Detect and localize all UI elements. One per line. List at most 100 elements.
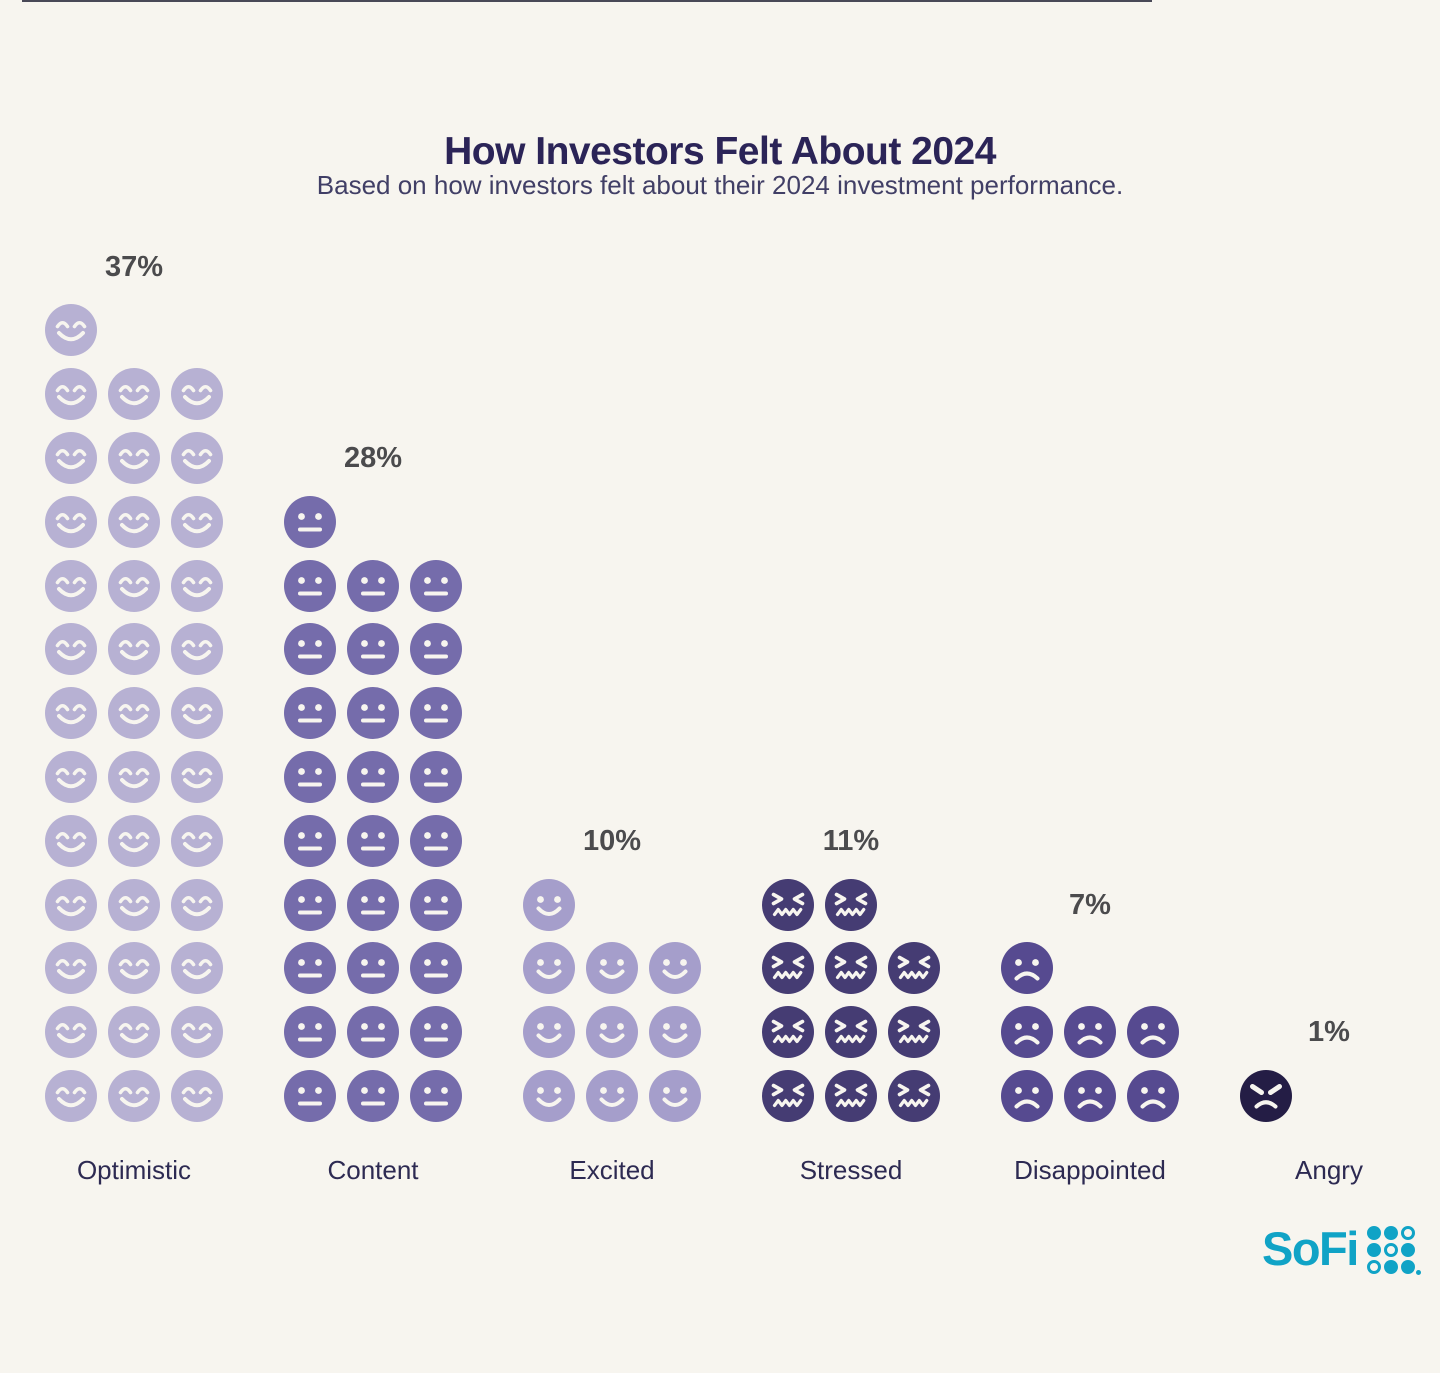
smiling-eyes-face-icon — [45, 814, 97, 867]
neutral-face-icon — [410, 623, 462, 676]
smiling-eyes-face-icon — [171, 432, 223, 484]
neutral-face-icon — [284, 1006, 336, 1059]
smiling-eyes-face-icon — [108, 368, 160, 421]
smiling-eyes-face-icon — [171, 814, 223, 867]
smiling-eyes-face-icon — [45, 495, 97, 548]
smiling-eyes-face-icon — [171, 942, 223, 995]
category-label-excited: Excited — [569, 1155, 655, 1185]
frowning-face-icon — [1001, 1006, 1053, 1059]
page-subtitle: Based on how investors felt about their … — [316, 170, 1124, 200]
frowning-face-icon — [1064, 1006, 1116, 1059]
frowning-face-icon — [1127, 1070, 1179, 1122]
category-label-optimistic: Optimistic — [76, 1155, 192, 1185]
smiling-eyes-face-icon — [108, 1006, 160, 1059]
smiling-eyes-face-icon — [108, 495, 160, 548]
neutral-face-icon — [284, 495, 336, 548]
smiling-eyes-face-icon — [45, 559, 97, 612]
neutral-face-icon — [410, 751, 462, 803]
neutral-face-icon — [284, 687, 336, 740]
stressed-face-icon — [825, 1070, 877, 1122]
smiling-eyes-face-icon — [171, 495, 223, 548]
smiling-eyes-face-icon — [45, 878, 97, 931]
frowning-face-icon — [1127, 1006, 1179, 1059]
smiling-eyes-face-icon — [108, 814, 160, 867]
smiling-eyes-face-icon — [171, 878, 223, 931]
neutral-face-icon — [410, 559, 462, 612]
neutral-face-icon — [410, 687, 462, 740]
smiling-face-icon — [523, 878, 575, 931]
stressed-face-icon — [762, 878, 814, 931]
smiling-eyes-face-icon — [108, 687, 160, 740]
logo-grid-dot-filled — [1400, 1243, 1415, 1257]
smiling-eyes-face-icon — [108, 751, 160, 803]
logo-grid-dot-filled — [1383, 1226, 1398, 1240]
stressed-face-icon — [762, 942, 814, 995]
neutral-face-icon — [284, 1070, 336, 1122]
smiling-eyes-face-icon — [45, 368, 97, 421]
smiling-eyes-face-icon — [45, 623, 97, 676]
neutral-face-icon — [347, 814, 399, 867]
logo-grid-dot-outline — [1400, 1226, 1415, 1240]
neutral-face-icon — [347, 623, 399, 676]
smiling-eyes-face-icon — [171, 368, 223, 421]
smiling-eyes-face-icon — [108, 878, 160, 931]
frowning-face-icon — [1001, 942, 1053, 995]
smiling-face-icon — [586, 942, 638, 995]
logo-grid-dot-outline — [1366, 1260, 1381, 1274]
smiling-eyes-face-icon — [45, 687, 97, 740]
neutral-face-icon — [284, 878, 336, 931]
neutral-face-icon — [284, 559, 336, 612]
smiling-face-icon — [523, 1070, 575, 1122]
logo-grid-dot-filled — [1383, 1260, 1398, 1274]
neutral-face-icon — [410, 878, 462, 931]
smiling-eyes-face-icon — [171, 623, 223, 676]
neutral-face-icon — [284, 814, 336, 867]
logo-grid-dot-filled — [1366, 1243, 1381, 1257]
smiling-face-icon — [649, 1070, 701, 1122]
smiling-face-icon — [649, 942, 701, 995]
top-border-line — [22, 0, 1152, 2]
neutral-face-icon — [347, 687, 399, 740]
category-label-disappointed: Disappointed — [1014, 1155, 1166, 1185]
smiling-face-icon — [523, 1006, 575, 1059]
category-label-content: Content — [327, 1155, 419, 1185]
smiling-face-icon — [649, 1006, 701, 1059]
logo-grid-dot-filled — [1400, 1260, 1415, 1274]
neutral-face-icon — [347, 1070, 399, 1122]
value-label-content: 28% — [343, 442, 403, 474]
neutral-face-icon — [347, 559, 399, 612]
neutral-face-icon — [284, 623, 336, 676]
neutral-face-icon — [410, 1070, 462, 1122]
neutral-face-icon — [284, 942, 336, 995]
stressed-face-icon — [888, 1006, 940, 1059]
smiling-eyes-face-icon — [45, 942, 97, 995]
stressed-face-icon — [762, 1006, 814, 1059]
smiling-face-icon — [586, 1070, 638, 1122]
smiling-face-icon — [586, 1006, 638, 1059]
stressed-face-icon — [825, 942, 877, 995]
value-label-optimistic: 37% — [104, 250, 164, 283]
category-label-stressed: Stressed — [799, 1155, 903, 1185]
stressed-face-icon — [825, 878, 877, 931]
smiling-eyes-face-icon — [45, 1070, 97, 1122]
smiling-eyes-face-icon — [108, 559, 160, 612]
smiling-face-icon — [523, 942, 575, 995]
stressed-face-icon — [825, 1006, 877, 1059]
neutral-face-icon — [347, 942, 399, 995]
smiling-eyes-face-icon — [171, 1070, 223, 1122]
smiling-eyes-face-icon — [108, 623, 160, 676]
angry-face-icon — [1240, 1070, 1292, 1122]
sofi-logo: SoFi — [1262, 1222, 1421, 1275]
smiling-eyes-face-icon — [45, 751, 97, 803]
smiling-eyes-face-icon — [108, 942, 160, 995]
value-label-stressed: 11% — [822, 824, 880, 857]
neutral-face-icon — [410, 814, 462, 867]
smiling-eyes-face-icon — [171, 1006, 223, 1059]
stressed-face-icon — [762, 1070, 814, 1122]
neutral-face-icon — [347, 1006, 399, 1059]
value-label-angry: 1% — [1308, 1016, 1350, 1049]
smiling-eyes-face-icon — [45, 432, 97, 484]
neutral-face-icon — [410, 1006, 462, 1059]
